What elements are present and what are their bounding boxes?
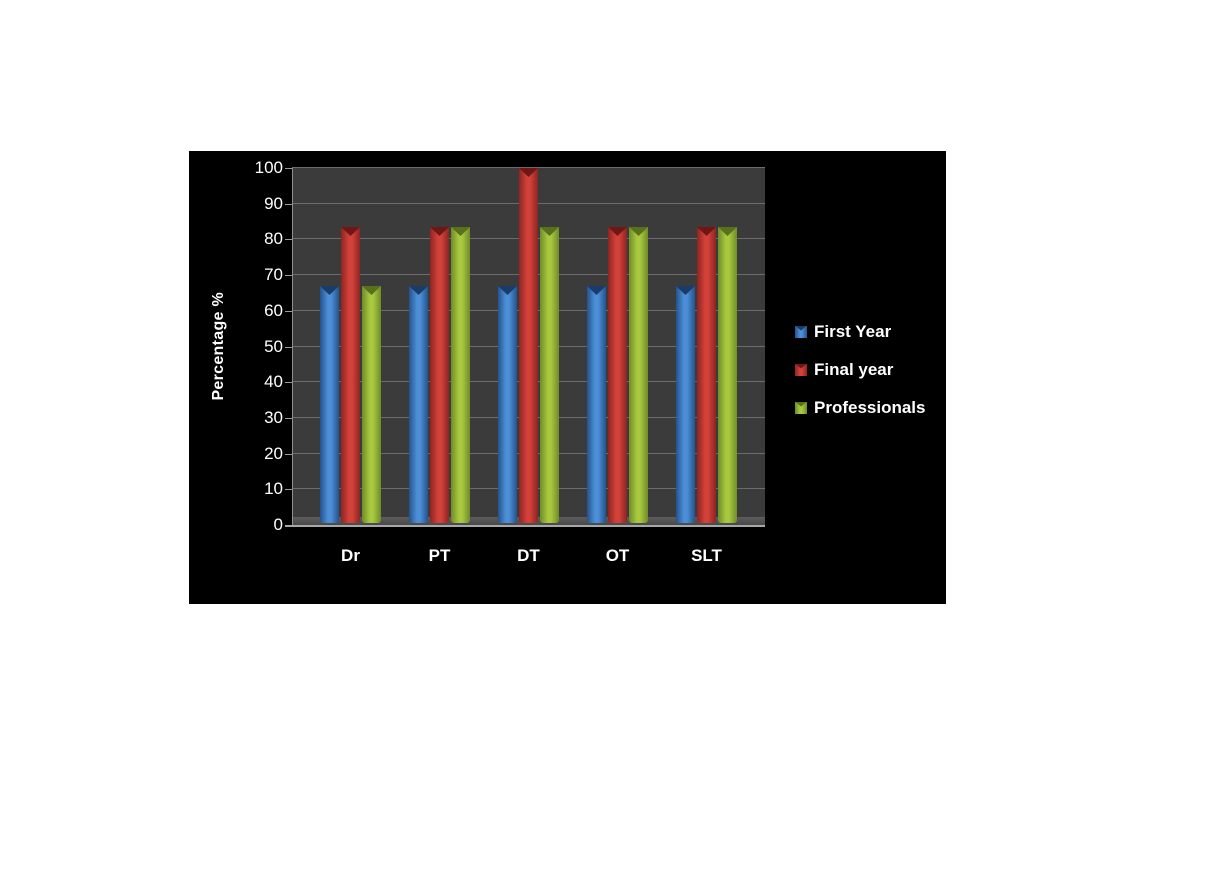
bar-first-year-Dr xyxy=(320,286,339,523)
y-axis-line xyxy=(292,168,293,525)
bar-cap xyxy=(608,227,627,236)
bar-final-year-Dr xyxy=(341,227,360,523)
bars xyxy=(292,168,765,523)
legend-marker-cap xyxy=(795,325,807,331)
y-tick-mark-30 xyxy=(285,417,292,419)
y-tick-mark-10 xyxy=(285,489,292,491)
legend-marker-icon xyxy=(795,401,807,414)
y-tick-label-20: 20 xyxy=(264,443,283,463)
bar-group-Dr xyxy=(320,227,381,523)
bar-professionals-DT xyxy=(540,227,559,523)
bar-cap xyxy=(451,227,470,236)
y-tick-label-70: 70 xyxy=(264,265,283,285)
bar-final-year-PT xyxy=(430,227,449,523)
legend-marker-icon xyxy=(795,363,807,376)
x-category-label-OT: OT xyxy=(605,546,630,565)
legend-label: First Year xyxy=(814,321,892,341)
bar-cap xyxy=(341,227,360,236)
bar-cap xyxy=(676,286,695,295)
y-tick-mark-90 xyxy=(285,203,292,205)
x-category-label-PT: PT xyxy=(428,546,451,565)
legend-item-final-year: Final year xyxy=(795,358,926,381)
y-tick-mark-70 xyxy=(285,275,292,277)
bar-cap xyxy=(540,227,559,236)
legend-item-first-year: First Year xyxy=(795,320,926,343)
bar-cap xyxy=(718,227,737,236)
legend-label: Final year xyxy=(814,359,894,379)
legend-label: Professionals xyxy=(814,397,926,417)
legend-marker-icon xyxy=(795,325,807,338)
bar-cap xyxy=(519,168,538,177)
y-tick-label-30: 30 xyxy=(264,407,283,427)
gridline-100 xyxy=(292,167,765,168)
chart-panel: Percentage % 0 10 20 30 40 50 60 70 80 90 100 Dr PT… xyxy=(189,151,946,604)
bar-final-year-OT xyxy=(608,227,627,523)
y-tick-label-80: 80 xyxy=(264,229,283,249)
legend-marker-cap xyxy=(795,363,807,369)
y-tick-label-60: 60 xyxy=(264,300,283,320)
x-category-labels: Dr PT DT OT SLT xyxy=(292,546,765,566)
bar-professionals-SLT xyxy=(718,227,737,523)
y-tick-mark-100 xyxy=(285,168,292,169)
bar-final-year-DT xyxy=(519,168,538,523)
x-category-label-Dr: Dr xyxy=(341,546,360,565)
bar-cap xyxy=(498,286,517,295)
bar-group-DT xyxy=(498,168,559,523)
legend: First Year Final year Professionals xyxy=(795,320,926,419)
bar-cap xyxy=(587,286,606,295)
y-tick-mark-50 xyxy=(285,346,292,348)
y-tick-label-40: 40 xyxy=(264,372,283,392)
bar-cap xyxy=(430,227,449,236)
y-tick-mark-60 xyxy=(285,310,292,312)
y-tick-mark-20 xyxy=(285,453,292,455)
legend-item-professionals: Professionals xyxy=(795,396,926,419)
bar-cap xyxy=(629,227,648,236)
y-tick-label-10: 10 xyxy=(264,479,283,499)
plot-area xyxy=(292,167,765,525)
bar-first-year-DT xyxy=(498,286,517,523)
y-tick-label-100: 100 xyxy=(254,158,283,177)
legend-marker-cap xyxy=(795,401,807,407)
bar-group-PT xyxy=(409,227,470,523)
bar-cap xyxy=(320,286,339,295)
bar-cap xyxy=(362,286,381,295)
bar-group-SLT xyxy=(676,227,737,523)
bar-first-year-PT xyxy=(409,286,428,523)
x-category-label-DT: DT xyxy=(517,546,540,565)
bar-first-year-SLT xyxy=(676,286,695,523)
y-tick-mark-80 xyxy=(285,239,292,241)
x-axis-line xyxy=(285,525,765,527)
bar-final-year-SLT xyxy=(697,227,716,523)
bar-cap xyxy=(409,286,428,295)
bar-professionals-PT xyxy=(451,227,470,523)
y-tick-label-0: 0 xyxy=(273,515,283,534)
y-tick-label-90: 90 xyxy=(264,193,283,213)
y-tick-label-50: 50 xyxy=(264,336,283,356)
bar-first-year-OT xyxy=(587,286,606,523)
bar-professionals-OT xyxy=(629,227,648,523)
bar-group-OT xyxy=(587,227,648,523)
bar-professionals-Dr xyxy=(362,286,381,523)
x-category-label-SLT: SLT xyxy=(691,546,722,565)
y-tick-mark-40 xyxy=(285,382,292,384)
bar-cap xyxy=(697,227,716,236)
